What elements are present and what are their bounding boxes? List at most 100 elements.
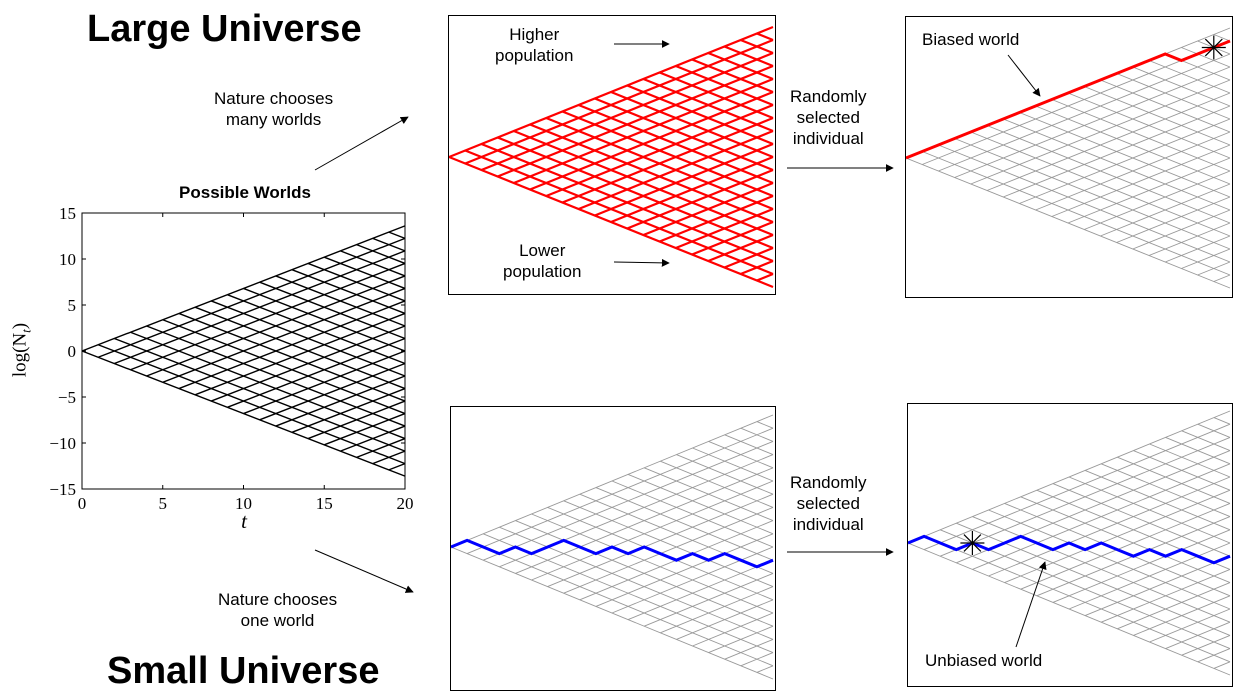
possible-worlds-chart: 0 5 10 15 20 15 10 5 0 −5 −10 −15 — [49, 204, 413, 513]
faint-world-line — [1100, 183, 1231, 237]
possible-world-line — [372, 237, 406, 252]
all-worlds-line — [723, 246, 774, 269]
possible-world-line — [388, 462, 406, 471]
faint-world-line — [923, 535, 1231, 663]
all-worlds-line — [626, 168, 774, 230]
main-chart-ticks: 0 5 10 15 20 15 10 5 0 −5 −10 −15 — [49, 204, 413, 513]
faint-world-line — [740, 652, 774, 667]
faint-world-line — [1148, 222, 1231, 256]
all-worlds-line — [626, 84, 774, 146]
y-axis-label-base: log(N — [9, 332, 31, 378]
faint-world-line — [756, 665, 774, 673]
all-worlds-line — [464, 149, 774, 276]
faint-world-line — [692, 447, 774, 482]
faint-world-line — [1133, 450, 1231, 491]
random-bottom-line-3: individual — [792, 515, 864, 534]
faint-world-line — [1019, 112, 1231, 198]
possible-world-line — [243, 287, 406, 352]
faint-world-line — [1068, 542, 1231, 610]
all-worlds-line — [610, 90, 774, 159]
faint-world-line — [724, 638, 774, 660]
faint-world-line — [988, 476, 1231, 577]
faint-world-line — [708, 625, 774, 654]
faint-world-line — [692, 612, 774, 647]
small-universe-one-world-panel — [450, 406, 776, 691]
faint-world-line — [954, 66, 1231, 178]
faint-world-line — [922, 40, 1231, 165]
main-chart-ylabel: log(Nt) — [10, 323, 35, 377]
main-chart-xlabel: t — [234, 511, 254, 532]
possible-world-line — [307, 262, 406, 302]
faint-world-line — [660, 586, 774, 634]
all-worlds-line — [659, 71, 774, 120]
faint-world-line — [1213, 274, 1231, 282]
possible-world-line — [323, 412, 406, 446]
possible-world-line — [356, 243, 406, 265]
possible-world-line — [130, 331, 406, 440]
all-worlds-line — [497, 64, 774, 178]
all-worlds-line — [594, 97, 774, 172]
faint-world-line — [1084, 86, 1231, 146]
faint-world-line — [986, 92, 1231, 191]
faint-world-line — [1149, 443, 1231, 478]
faint-world-line — [923, 423, 1231, 551]
faint-world-line — [627, 473, 774, 535]
all-worlds-line — [594, 142, 774, 217]
nature-many-line-1: Nature chooses — [214, 89, 334, 108]
faint-world-line — [1084, 170, 1231, 230]
faint-world-line — [611, 546, 774, 614]
faint-world-line — [1213, 661, 1231, 669]
faint-world-line — [499, 526, 774, 640]
faint-world-line — [1165, 235, 1231, 263]
faint-world-line — [595, 533, 774, 607]
y-tick-label: 15 — [59, 204, 76, 223]
all-worlds-line — [691, 220, 774, 256]
faint-world-line — [531, 480, 774, 581]
all-worlds-line — [723, 45, 774, 68]
faint-world-line — [1181, 634, 1231, 656]
faint-world-line — [1084, 555, 1231, 617]
possible-world-line — [259, 281, 406, 340]
faint-world-line — [1165, 436, 1231, 465]
nature-chooses-many-label: Nature chooses many worlds — [214, 88, 333, 130]
higher-population-label: Higher population — [495, 24, 573, 66]
faint-world-line — [1052, 529, 1231, 603]
faint-world-line — [466, 539, 774, 667]
faint-world-line — [1181, 47, 1231, 68]
faint-lattice — [908, 410, 1231, 676]
x-tick-label: 20 — [397, 494, 414, 513]
faint-world-line — [1181, 248, 1231, 269]
faint-world-line — [644, 572, 774, 627]
chosen-world-path — [451, 538, 774, 569]
possible-world-line — [97, 237, 406, 358]
faint-lattice — [451, 414, 774, 680]
faint-world-line — [1101, 568, 1231, 623]
possible-world-line — [97, 344, 406, 465]
y-tick-label: 10 — [59, 250, 76, 269]
x-tick-label: 10 — [235, 494, 252, 513]
all-worlds-line — [561, 110, 774, 198]
faint-world-line — [1052, 483, 1231, 557]
all-worlds-line — [756, 32, 774, 42]
large-universe-all-worlds-panel: Higher population Lower population — [448, 15, 776, 295]
faint-world-line — [1051, 144, 1231, 217]
faint-world-line — [1117, 582, 1231, 630]
random-top-line-1: Randomly — [790, 87, 867, 106]
y-tick-label: 0 — [68, 342, 77, 361]
main-chart-title: Possible Worlds — [179, 183, 311, 202]
faint-world-line — [1132, 66, 1231, 107]
possible-world-line — [340, 250, 406, 277]
faint-world-line — [1100, 79, 1231, 133]
faint-world-line — [1067, 157, 1231, 224]
large-universe-title: Large Universe — [87, 8, 362, 50]
possible-world-line — [275, 375, 406, 427]
y-tick-label: −15 — [49, 480, 76, 499]
possible-world-line — [162, 319, 406, 415]
biased-world-label: Biased world — [922, 30, 1020, 49]
faint-world-line — [1197, 648, 1231, 663]
possible-world-line — [388, 231, 406, 240]
small-universe-title: Small Universe — [107, 650, 380, 692]
faint-world-line — [988, 509, 1231, 610]
selected-individual-marker — [1204, 38, 1223, 57]
faint-world-line — [1084, 469, 1231, 531]
